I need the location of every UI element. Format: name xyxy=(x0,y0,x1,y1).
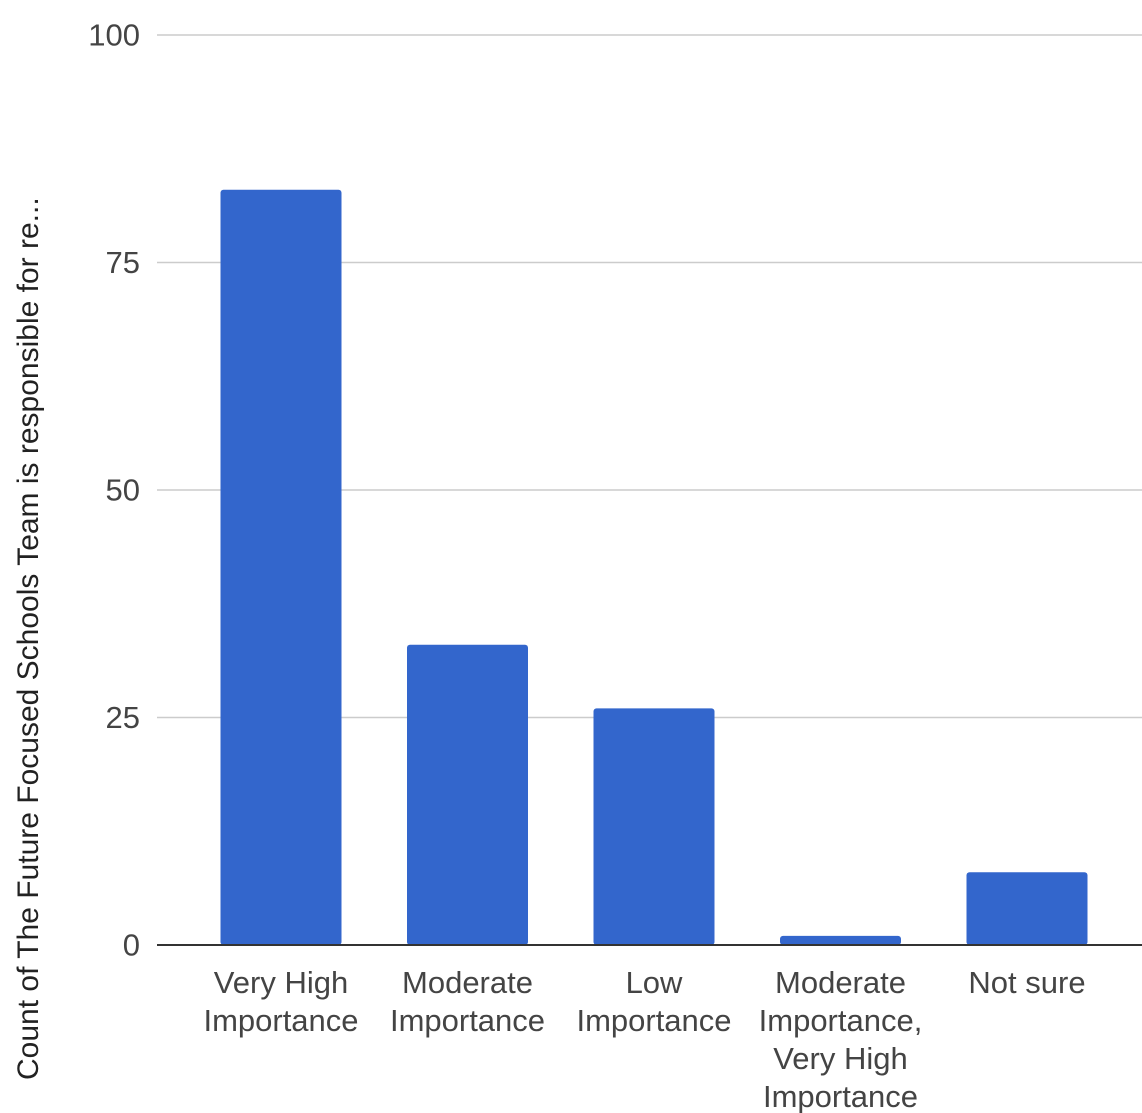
y-tick-label: 100 xyxy=(88,18,140,53)
bar xyxy=(407,644,528,945)
y-tick-labels: 0 25 50 75 100 xyxy=(88,18,140,963)
x-category-label: Moderate Importance xyxy=(390,965,545,1038)
y-tick-label: 25 xyxy=(106,700,140,735)
x-category-label-line: Importance xyxy=(390,1003,545,1038)
x-category-label-line: Importance xyxy=(203,1003,358,1038)
x-category-label: Low Importance xyxy=(576,965,731,1038)
y-tick-label: 0 xyxy=(123,928,140,963)
x-category-label-line: Not sure xyxy=(968,965,1085,1000)
x-category-label-line: Moderate xyxy=(402,965,533,1000)
x-category-label-line: Low xyxy=(626,965,683,1000)
x-category-label-line: Very High xyxy=(773,1041,907,1076)
bar xyxy=(220,189,342,945)
bar xyxy=(593,708,715,945)
x-category-label-line: Importance xyxy=(763,1079,918,1113)
bars xyxy=(220,189,1088,945)
y-tick-label: 50 xyxy=(106,473,140,508)
x-category-label-line: Very High xyxy=(214,965,348,1000)
bar xyxy=(966,872,1088,945)
y-axis-title: Count of The Future Focused Schools Team… xyxy=(12,197,45,1080)
x-category-label: Not sure xyxy=(968,965,1085,1000)
x-category-label-line: Importance, xyxy=(759,1003,923,1038)
x-category-label-line: Importance xyxy=(576,1003,731,1038)
x-category-label-line: Moderate xyxy=(775,965,906,1000)
bar xyxy=(780,935,901,945)
x-category-label: Very High Importance xyxy=(203,965,358,1038)
x-category-label: Moderate Importance, Very High Importance xyxy=(759,965,923,1113)
y-tick-label: 75 xyxy=(106,245,140,280)
